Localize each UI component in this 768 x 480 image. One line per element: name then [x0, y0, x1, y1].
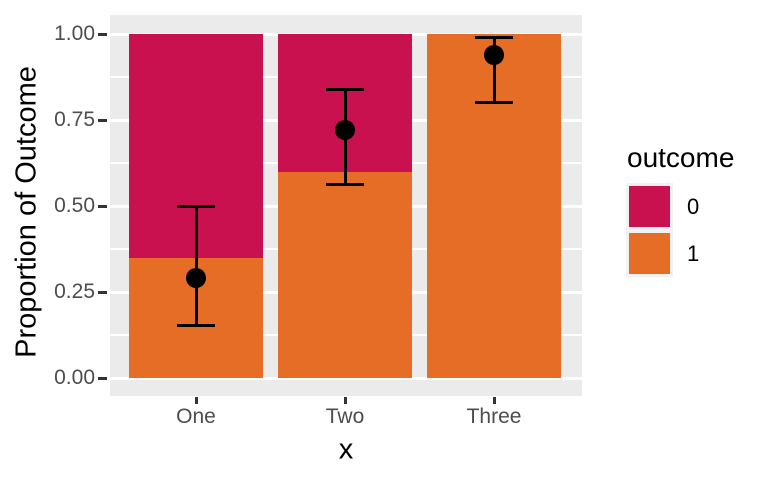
y-tick-mark [98, 32, 107, 36]
error-bar-cap-top [177, 205, 215, 208]
y-tick-label: 0.00 [54, 366, 95, 389]
legend-key-label: 0 [687, 193, 700, 219]
error-bar-cap-bottom [326, 183, 364, 187]
legend-swatch-outcome-0 [629, 186, 670, 227]
y-tick-mark [98, 290, 107, 294]
point-estimate [484, 44, 504, 65]
point-estimate [186, 268, 206, 289]
x-tick-label: One [176, 405, 216, 428]
legend-key: 0 [626, 183, 768, 230]
y-tick-label: 0.75 [54, 108, 95, 131]
point-estimate [335, 120, 355, 141]
legend-key: 1 [626, 230, 768, 277]
x-tick-mark [343, 397, 347, 404]
plot-panel [110, 15, 582, 396]
x-tick-mark [194, 397, 198, 404]
y-tick-mark [98, 376, 107, 380]
legend-swatch-outcome-1 [629, 233, 670, 274]
legend-key-background [626, 183, 673, 230]
legend-title: outcome [627, 142, 735, 173]
y-tick-label: 0.25 [54, 280, 95, 303]
error-bar-cap-top [475, 36, 513, 40]
legend-key-label: 1 [687, 240, 700, 266]
x-tick-label: Two [325, 405, 365, 428]
error-bar-cap-bottom [177, 324, 215, 328]
y-tick-mark [98, 118, 107, 122]
y-tick-mark [98, 204, 107, 208]
gridline-major [110, 376, 582, 380]
y-tick-label: 1.00 [54, 22, 95, 45]
x-tick-label: Three [466, 405, 522, 428]
error-bar-cap-top [326, 88, 364, 92]
error-bar [194, 206, 198, 327]
y-tick-label: 0.50 [54, 194, 95, 217]
x-tick-mark [492, 397, 496, 404]
error-bar-cap-bottom [475, 100, 513, 104]
x-axis-title: x [338, 433, 354, 466]
legend-key-background [626, 230, 673, 277]
error-bar [492, 37, 496, 103]
bar-segment-outcome-1 [278, 171, 412, 378]
